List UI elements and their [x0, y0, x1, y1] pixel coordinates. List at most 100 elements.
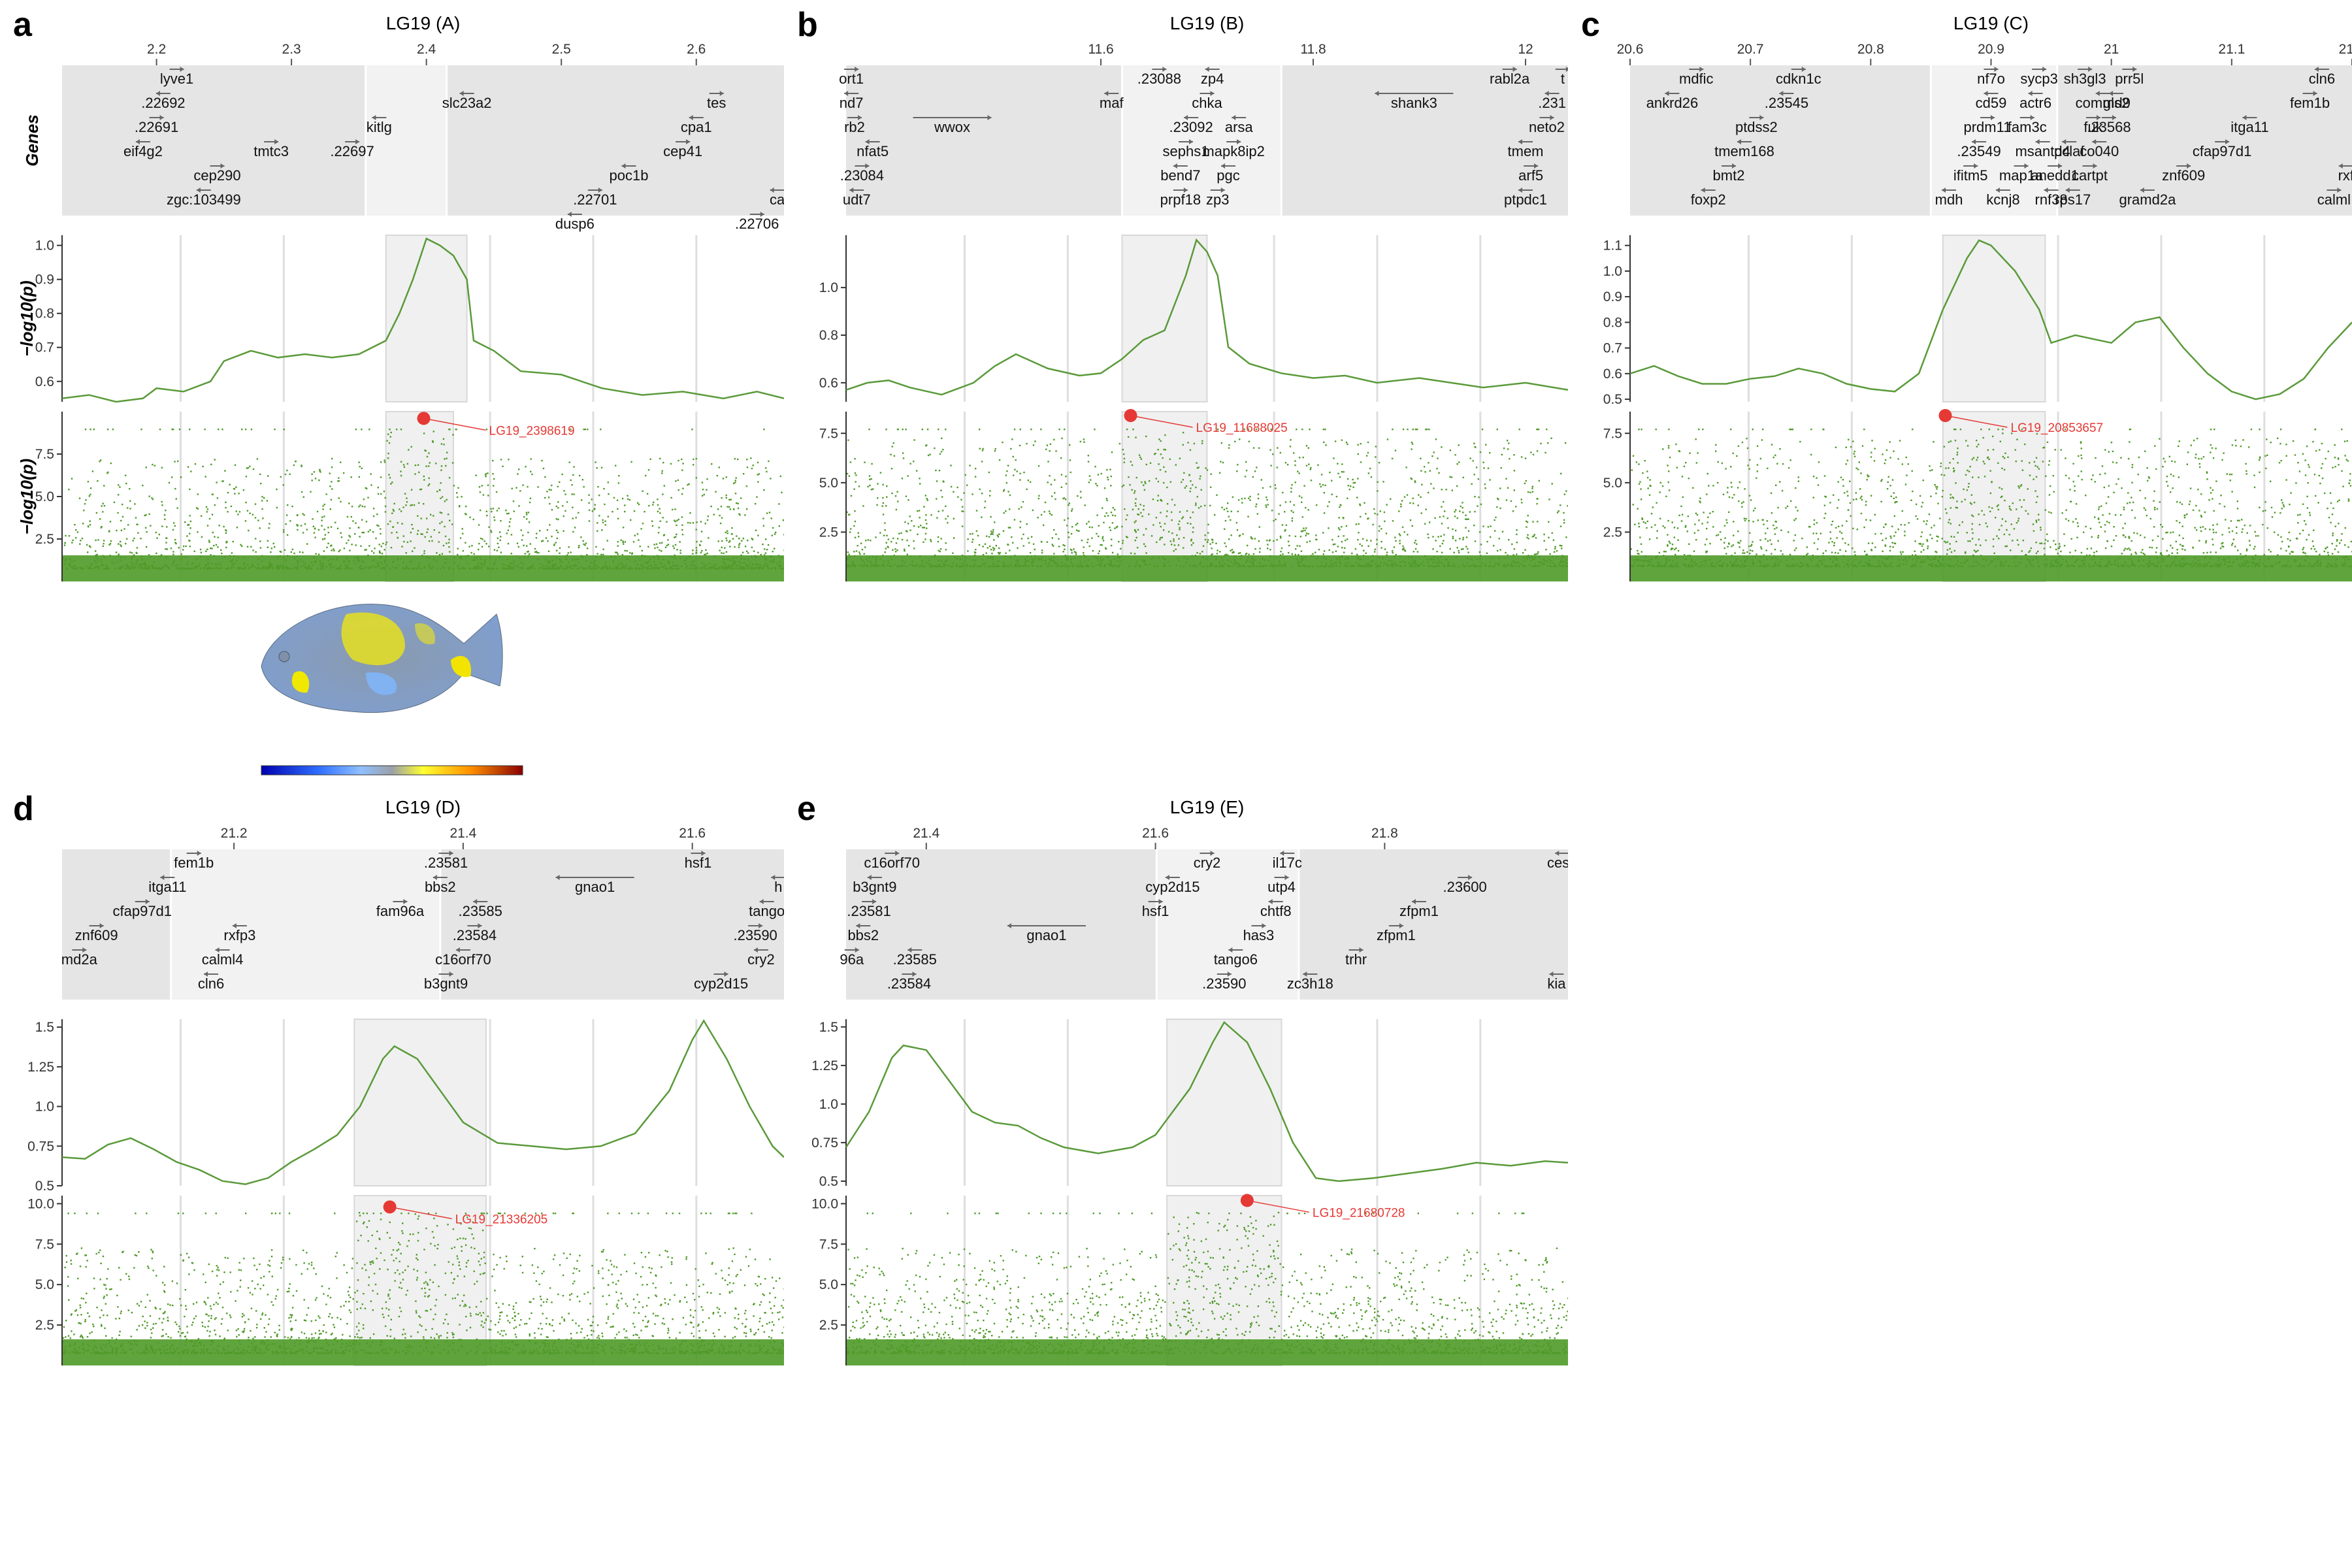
- snp-point: [559, 552, 561, 554]
- snp-point: [489, 568, 491, 570]
- snp-point: [1543, 559, 1545, 561]
- snp-point: [444, 562, 446, 564]
- snp-point: [974, 554, 976, 556]
- snp-point: [1247, 429, 1250, 431]
- snp-point: [894, 495, 897, 497]
- snp-point: [1336, 557, 1338, 560]
- snp-point: [870, 561, 872, 563]
- snp-point: [1281, 565, 1283, 568]
- snp-point: [1335, 550, 1337, 552]
- snp-point: [2254, 546, 2256, 547]
- snp-point: [1226, 510, 1229, 512]
- snp-point: [499, 539, 501, 542]
- snp-point: [1401, 500, 1403, 502]
- gene-label: .22701: [573, 191, 617, 208]
- snp-point: [406, 565, 408, 567]
- snp-point: [1203, 565, 1205, 568]
- snp-point: [1402, 548, 1404, 550]
- snp-point: [1770, 492, 1772, 494]
- gene-label: bend7: [1160, 167, 1200, 184]
- snp-point: [145, 568, 147, 570]
- snp-point: [387, 457, 389, 459]
- snp-point: [1019, 521, 1022, 523]
- snp-point: [906, 531, 908, 532]
- snp-point: [99, 461, 101, 463]
- snp-point: [691, 564, 693, 566]
- snp-point: [851, 563, 854, 565]
- snp-point: [864, 461, 866, 463]
- snp-point: [375, 537, 377, 540]
- snp-point: [1531, 555, 1533, 557]
- snp-point: [391, 482, 393, 483]
- snp-point: [218, 563, 220, 564]
- snp-point: [102, 502, 104, 504]
- snp-point: [1454, 511, 1456, 513]
- snp-point: [1005, 552, 1007, 554]
- snp-point: [1463, 565, 1465, 568]
- snp-point: [1291, 553, 1293, 555]
- snp-point: [212, 531, 214, 534]
- snp-point: [1081, 565, 1084, 568]
- snp-point: [863, 553, 865, 555]
- snp-point: [1017, 561, 1019, 563]
- snp-point: [670, 555, 672, 557]
- snp-point: [1166, 503, 1169, 505]
- snp-point: [1211, 547, 1213, 549]
- snp-point: [1224, 528, 1226, 530]
- snp-point: [95, 554, 97, 557]
- snp-point: [187, 568, 189, 570]
- snp-point: [693, 564, 695, 566]
- snp-point: [640, 528, 642, 530]
- gene-label: maf: [1100, 95, 1124, 111]
- snp-point: [659, 512, 661, 514]
- snp-point: [549, 561, 551, 563]
- snp-point: [1158, 463, 1160, 465]
- snp-point: [1467, 557, 1469, 560]
- snp-point: [1382, 557, 1384, 559]
- snp-point: [189, 488, 191, 491]
- snp-point: [1088, 482, 1090, 483]
- snp-point: [1164, 565, 1166, 567]
- snp-point: [621, 567, 623, 570]
- snp-point: [506, 513, 508, 515]
- snp-point: [908, 545, 910, 547]
- snp-point: [700, 540, 702, 542]
- snp-point: [380, 528, 382, 530]
- snp-point: [1251, 557, 1254, 559]
- snp-point: [1134, 565, 1136, 568]
- snp-point: [1003, 489, 1005, 491]
- snp-point: [233, 563, 236, 564]
- snp-point: [244, 520, 247, 522]
- snp-point: [1032, 509, 1034, 512]
- snp-point: [638, 539, 640, 541]
- snp-point: [242, 489, 245, 491]
- snp-point: [1458, 549, 1460, 552]
- snp-point: [1098, 563, 1101, 565]
- snp-point: [487, 495, 489, 497]
- snp-point: [973, 563, 975, 566]
- snp-point: [1379, 565, 1381, 568]
- snp-point: [1358, 523, 1360, 525]
- snp-point: [578, 512, 580, 514]
- snp-point: [1370, 560, 1373, 563]
- snp-point: [1455, 555, 1458, 558]
- snp-point: [623, 527, 625, 529]
- snp-point: [531, 565, 533, 568]
- snp-point: [508, 521, 511, 523]
- snp-point: [323, 550, 325, 552]
- snp-point: [854, 510, 856, 512]
- snp-point: [238, 493, 240, 495]
- snp-point: [774, 547, 776, 549]
- snp-point: [1471, 483, 1473, 485]
- snp-point: [1272, 453, 1274, 455]
- snp-point: [64, 542, 66, 544]
- snp-point: [538, 567, 540, 570]
- snp-point: [1137, 547, 1139, 549]
- snp-point: [104, 568, 106, 570]
- snp-point: [1345, 525, 1348, 527]
- snp-point: [1369, 565, 1371, 568]
- snp-point: [265, 568, 267, 570]
- snp-point: [352, 520, 354, 522]
- snp-point: [317, 568, 319, 570]
- snp-point: [1186, 522, 1189, 524]
